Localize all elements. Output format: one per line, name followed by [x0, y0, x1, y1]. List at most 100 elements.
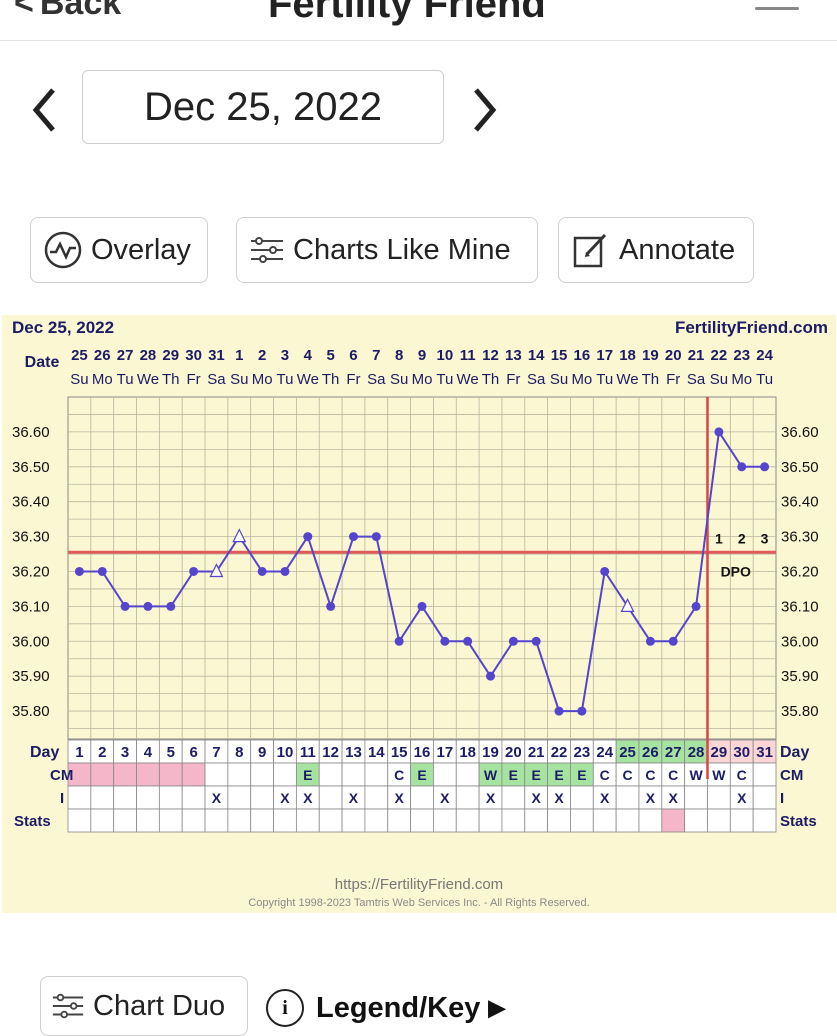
weekday-label: Th: [642, 371, 660, 388]
intercourse-mark: X: [532, 790, 542, 806]
date-label: 12: [482, 347, 499, 364]
edit-icon: [573, 233, 607, 268]
back-button[interactable]: < Back: [14, 0, 121, 23]
temperature-point: [257, 566, 267, 576]
y-tick-left: 36.00: [12, 633, 50, 650]
intercourse-mark: X: [280, 790, 290, 806]
date-field[interactable]: Dec 25, 2022: [82, 70, 444, 144]
date-label: 8: [395, 347, 403, 364]
cm-value: E: [577, 767, 586, 783]
charts-like-mine-label: Charts Like Mine: [293, 233, 511, 266]
action-buttons: Overlay Charts Like Mine Annotate: [0, 217, 837, 283]
date-navigator: Dec 25, 2022: [0, 70, 837, 146]
menu-icon[interactable]: [755, 0, 799, 18]
temperature-point: [394, 636, 404, 646]
y-tick-right: 35.90: [781, 668, 819, 685]
temperature-point-open: [209, 563, 224, 578]
weekday-label: Th: [322, 371, 340, 388]
row-label-left: CM: [50, 767, 73, 784]
temperature-point: [280, 566, 290, 576]
cm-value: C: [737, 767, 747, 783]
y-tick-right: 36.40: [781, 494, 819, 511]
temperature-point: [371, 532, 381, 542]
date-label: 10: [436, 347, 453, 364]
cycle-day-label: 12: [322, 744, 339, 761]
grid-cell: [364, 762, 389, 787]
cycle-day-label: 11: [300, 744, 316, 761]
date-label: 2: [258, 347, 266, 364]
weekday-label: Tu: [276, 371, 293, 388]
cm-value: W: [689, 767, 703, 783]
row-label-left: Day: [30, 744, 59, 761]
cycle-day-label: 1: [75, 744, 83, 761]
grid-cell: [318, 808, 343, 833]
temperature-point: [189, 566, 199, 576]
grid-cell: [707, 785, 731, 810]
chart-date-title: Dec 25, 2022: [12, 318, 114, 337]
intercourse-mark: X: [303, 790, 313, 806]
grid-cell: [433, 808, 457, 833]
row-label-right: Stats: [780, 813, 817, 830]
cycle-day-label: 28: [688, 744, 705, 761]
grid-cell: [501, 808, 526, 833]
cycle-day-label: 25: [619, 744, 636, 761]
grid-cell: [707, 808, 731, 833]
weekday-label: Mo: [731, 371, 752, 388]
grid-cell: [387, 808, 411, 833]
chart-reference-lines: [68, 397, 776, 779]
grid-cell: [227, 785, 252, 810]
grid-cell: [478, 808, 503, 833]
temperature-point: [417, 601, 427, 611]
grid-cell: [455, 762, 480, 787]
temperature-point: [74, 566, 84, 576]
grid-cell: [570, 808, 594, 833]
date-label: 13: [505, 347, 522, 364]
date-label: 27: [117, 347, 134, 364]
temperature-point: [120, 601, 130, 611]
chart-duo-label: Chart Duo: [93, 989, 226, 1022]
temperature-point: [508, 636, 518, 646]
grid-cell: [410, 808, 434, 833]
temperature-point: [645, 636, 655, 646]
date-label: 15: [551, 347, 568, 364]
info-icon: i: [266, 989, 304, 1027]
y-tick-left: 35.90: [12, 668, 50, 685]
grid-cell: [570, 785, 594, 810]
date-label: 16: [574, 347, 591, 364]
cycle-day-label: 15: [391, 744, 408, 761]
grid-cell: [90, 762, 115, 787]
grid-cell: [90, 785, 115, 810]
y-tick-left: 36.10: [12, 598, 50, 615]
overlay-button[interactable]: Overlay: [30, 217, 208, 283]
weekday-label: Sa: [527, 371, 546, 388]
intercourse-mark: X: [554, 790, 564, 806]
weekday-label: Sa: [367, 371, 386, 388]
weekday-label: Th: [162, 371, 180, 388]
cm-value: C: [622, 767, 632, 783]
grid-cell: [684, 785, 708, 810]
charts-like-mine-button[interactable]: Charts Like Mine: [236, 217, 538, 283]
cycle-day-label: 4: [144, 744, 153, 761]
intercourse-mark: X: [349, 790, 359, 806]
grid-cell: [364, 808, 389, 833]
grid-cell: [364, 785, 389, 810]
cm-value: E: [532, 767, 541, 783]
annotate-button[interactable]: Annotate: [558, 217, 754, 283]
cycle-day-label: 8: [235, 744, 243, 761]
next-date-button[interactable]: [464, 76, 504, 136]
date-label: 20: [665, 347, 682, 364]
grid-cell: [273, 808, 297, 833]
cycle-day-label: 2: [98, 744, 106, 761]
row-label-left: Stats: [14, 813, 51, 830]
overlay-icon: [44, 231, 82, 269]
annotate-label: Annotate: [619, 233, 736, 266]
legend-key-link[interactable]: i Legend/Key ▶: [266, 989, 505, 1027]
row-label-right: CM: [780, 767, 803, 784]
chart-duo-button[interactable]: Chart Duo: [40, 976, 248, 1036]
date-label: 26: [94, 347, 111, 364]
sliders-icon: [52, 993, 84, 1019]
previous-date-button[interactable]: [26, 76, 66, 136]
weekday-label: Fr: [506, 371, 520, 388]
y-tick-left: 36.30: [12, 529, 50, 546]
